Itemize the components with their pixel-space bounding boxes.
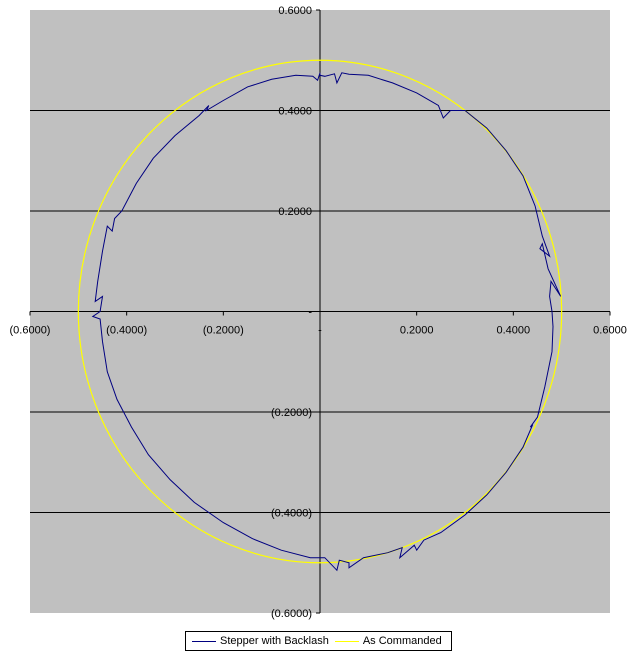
x-tick-label: 0.4000 bbox=[497, 325, 531, 337]
legend-label-stepper: Stepper with Backlash bbox=[220, 635, 329, 647]
y-tick-label: - bbox=[308, 307, 312, 319]
legend-item-commanded: As Commanded bbox=[334, 635, 442, 647]
series-line-as-commanded bbox=[77, 59, 563, 564]
y-tick-label: (0.2000) bbox=[271, 407, 312, 419]
x-tick-label: (0.2000) bbox=[203, 325, 244, 337]
legend-swatch-stepper bbox=[192, 640, 216, 642]
x-tick-label: (0.6000) bbox=[10, 325, 51, 337]
x-tick-label: (0.4000) bbox=[106, 325, 147, 337]
legend-swatch-commanded bbox=[334, 640, 359, 642]
grid-layer bbox=[29, 9, 611, 614]
y-tick-label: 0.6000 bbox=[278, 5, 312, 17]
y-tick-label: 0.2000 bbox=[278, 206, 312, 218]
series-layer bbox=[77, 59, 563, 572]
legend: Stepper with Backlash As Commanded bbox=[185, 631, 452, 651]
y-tick-label: (0.4000) bbox=[271, 508, 312, 520]
series-line-stepper-with-backlash bbox=[91, 72, 562, 572]
x-tick-label: 0.2000 bbox=[400, 325, 434, 337]
y-tick-label: 0.4000 bbox=[278, 106, 312, 118]
legend-label-commanded: As Commanded bbox=[362, 635, 442, 647]
x-tick-label: - bbox=[318, 325, 322, 337]
legend-item-stepper: Stepper with Backlash bbox=[192, 635, 329, 647]
y-tick-label: (0.6000) bbox=[271, 608, 312, 620]
x-tick-label: 0.6000 bbox=[593, 325, 627, 337]
tick-label-layer: 0.6000 0.4000 0.2000 - (0.2000) (0.4000) (0.60… bbox=[10, 5, 627, 620]
